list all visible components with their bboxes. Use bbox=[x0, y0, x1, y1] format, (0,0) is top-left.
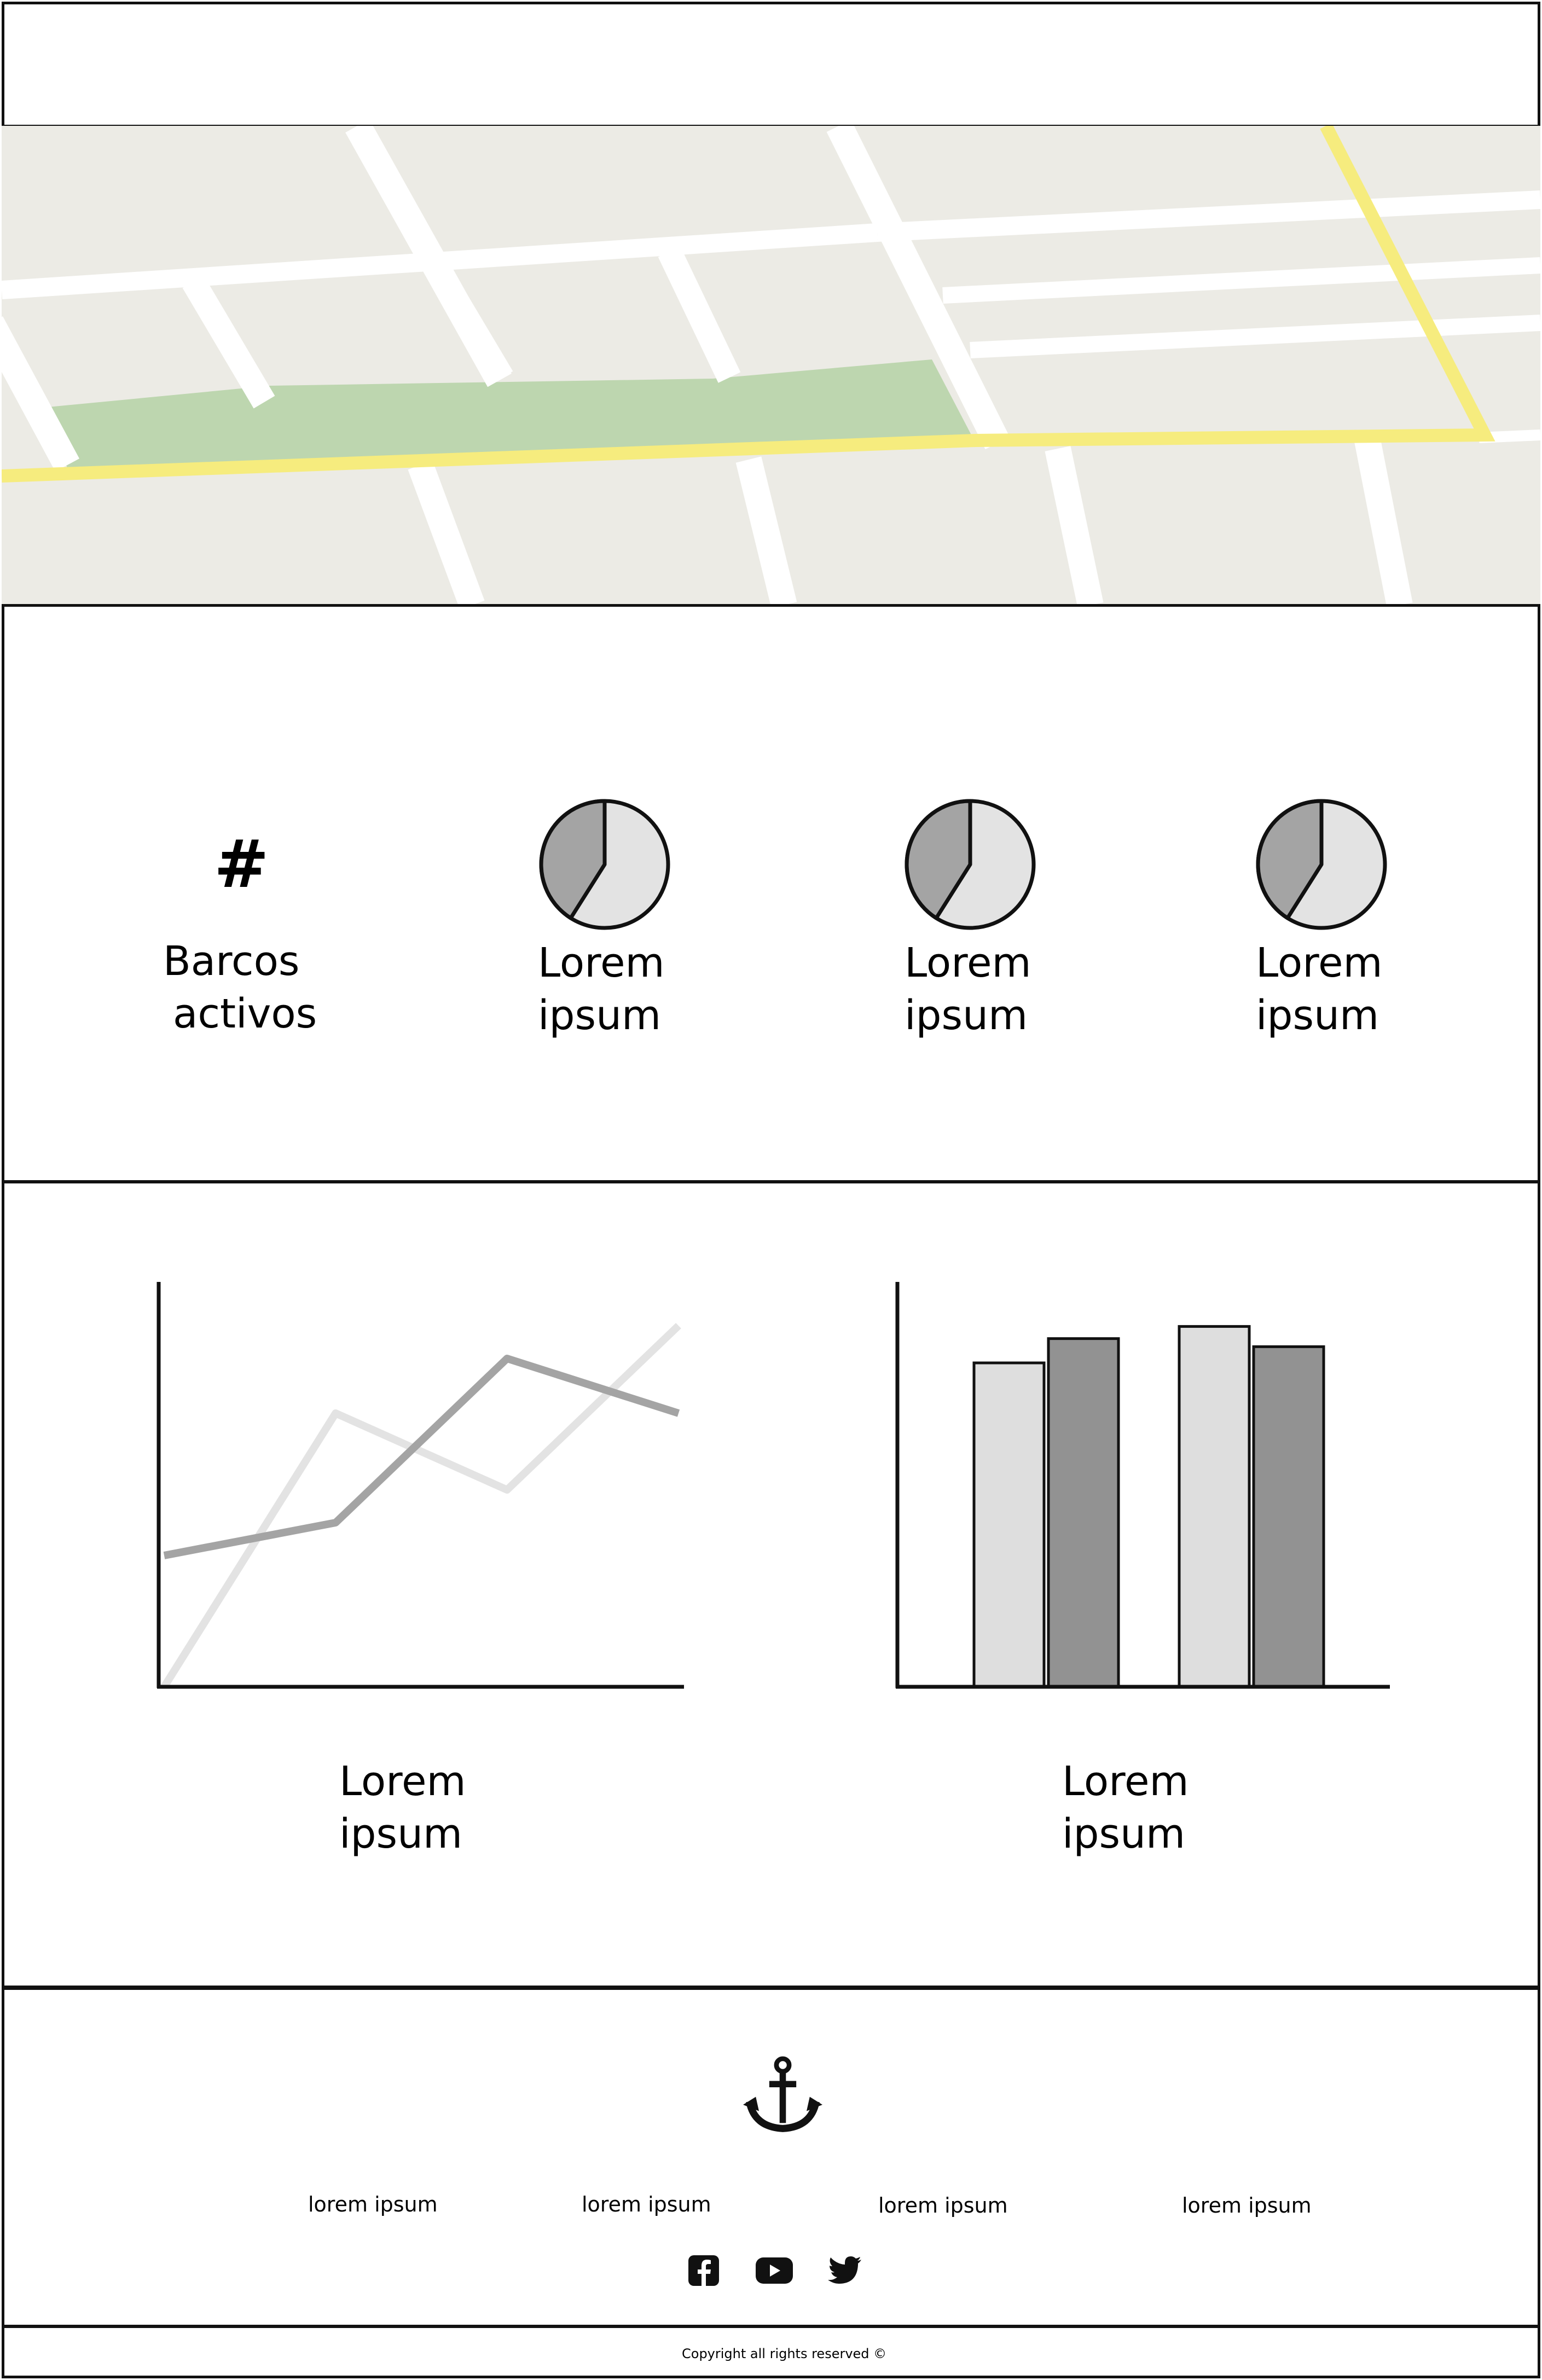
stats-panel: # Barcos activos Lorem ipsum Lorem ipsum… bbox=[2, 604, 1540, 1183]
footer-link[interactable]: lorem ipsum bbox=[878, 2193, 1008, 2218]
facebook-icon[interactable] bbox=[687, 2254, 720, 2287]
road bbox=[970, 315, 1540, 358]
line-chart bbox=[156, 1282, 684, 1689]
road bbox=[658, 246, 741, 383]
pie-chart-icon bbox=[539, 799, 670, 930]
road bbox=[2, 316, 80, 472]
footer-link[interactable]: lorem ipsum bbox=[582, 2192, 711, 2216]
pie-chart-icon bbox=[1256, 799, 1387, 930]
bar bbox=[1047, 1337, 1120, 1688]
footer-link[interactable]: lorem ipsum bbox=[1182, 2193, 1312, 2218]
road bbox=[877, 190, 1540, 242]
road bbox=[1045, 446, 1104, 605]
pie-chart-icon bbox=[905, 799, 1036, 930]
road bbox=[423, 256, 513, 384]
road bbox=[826, 126, 1010, 450]
active-boats-label: Barcos activos bbox=[163, 938, 317, 1037]
anchor-icon bbox=[743, 2056, 822, 2132]
park-area bbox=[43, 359, 976, 468]
stat-label: Lorem ipsum bbox=[1256, 939, 1383, 1039]
bar bbox=[1252, 1345, 1325, 1688]
copyright-bar: Copyright all rights reserved © bbox=[2, 2325, 1540, 2378]
youtube-icon[interactable] bbox=[755, 2257, 793, 2284]
line-chart-caption: Lorem ipsum bbox=[339, 1758, 466, 1857]
bar-chart bbox=[895, 1282, 1390, 1689]
road bbox=[942, 257, 1540, 304]
route-line bbox=[2, 126, 1495, 483]
footer: lorem ipsum lorem ipsum lorem ipsum lore… bbox=[2, 1987, 1540, 2327]
twitter-icon[interactable] bbox=[828, 2256, 862, 2285]
road bbox=[735, 456, 797, 605]
charts-panel: Lorem ipsum Lorem ipsum bbox=[2, 1181, 1540, 1988]
hash-icon: # bbox=[214, 827, 269, 903]
footer-link[interactable]: lorem ipsum bbox=[308, 2192, 438, 2216]
bar-chart-caption: Lorem ipsum bbox=[1062, 1758, 1189, 1857]
road bbox=[182, 275, 275, 409]
bar bbox=[972, 1361, 1046, 1688]
bar bbox=[1178, 1325, 1251, 1688]
line-series-1 bbox=[163, 1355, 680, 1559]
road bbox=[1354, 435, 1413, 605]
map-canvas[interactable] bbox=[2, 126, 1540, 605]
road bbox=[408, 460, 485, 605]
stat-label: Lorem ipsum bbox=[905, 939, 1031, 1039]
map-view[interactable] bbox=[2, 126, 1540, 605]
stat-label: Lorem ipsum bbox=[538, 939, 665, 1039]
line-series-0 bbox=[161, 1322, 681, 1689]
header-bar bbox=[2, 2, 1540, 127]
copyright-text: Copyright all rights reserved © bbox=[682, 2346, 887, 2361]
